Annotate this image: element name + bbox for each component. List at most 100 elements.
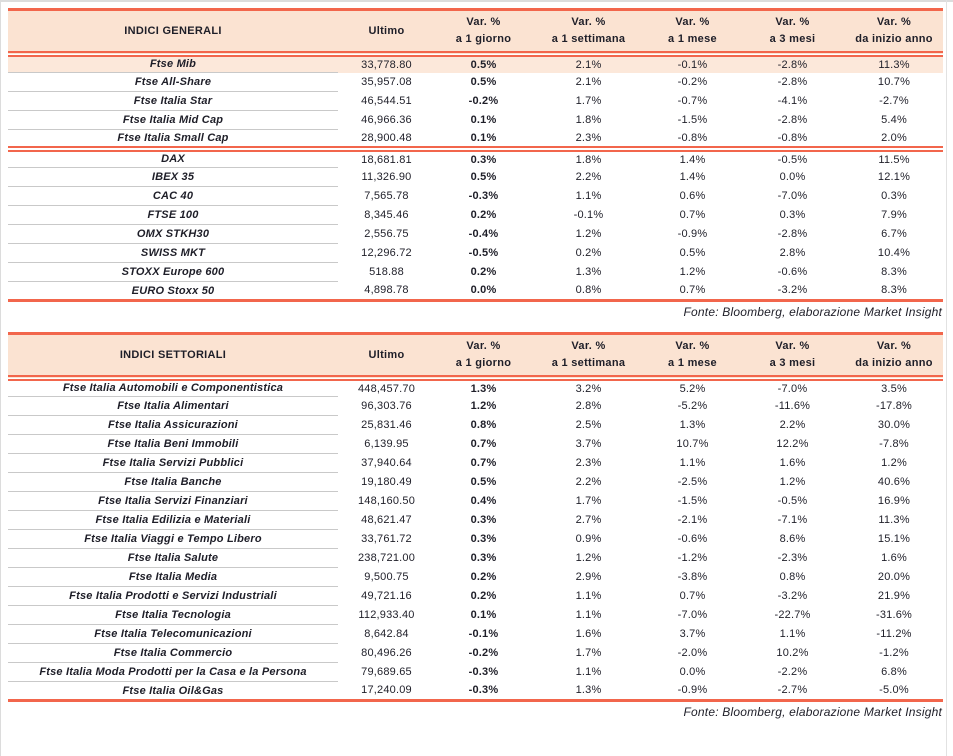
var-value: -1.2% (677, 552, 708, 564)
var-value: 0.7% (679, 284, 706, 297)
var-header-line2: a 1 giorno (455, 32, 512, 45)
var-header-line1: Var. % (876, 15, 912, 28)
var-value: 1.1% (779, 628, 806, 640)
var-value: 2.3% (575, 131, 602, 144)
index-name: Ftse Italia Telecomunicazioni (8, 624, 338, 644)
var-header-line1: Var. % (876, 339, 912, 352)
ultimo-value: 11,326.90 (361, 171, 412, 183)
var-value: -5.0% (879, 684, 909, 697)
ultimo-value: 6,139.95 (364, 438, 409, 450)
var-header-line2: da inizio anno (855, 356, 933, 369)
ultimo-value: 18,681.81 (361, 153, 412, 166)
var-value: 0.1% (470, 114, 497, 126)
var-value: -7.0% (677, 609, 708, 621)
var-value: -0.2% (677, 76, 708, 88)
var-value: -2.8% (777, 228, 808, 240)
var-value: -1.5% (677, 114, 708, 126)
var-value: 3.2% (575, 382, 602, 395)
source-note: Fonte: Bloomberg, elaborazione Market In… (683, 305, 942, 319)
var-value: 0.7% (679, 209, 706, 221)
source-note: Fonte: Bloomberg, elaborazione Market In… (683, 705, 942, 719)
var-value: 7.9% (881, 209, 907, 221)
var-value: 2.5% (575, 419, 602, 431)
ultimo-value: 17,240.09 (361, 684, 412, 697)
ultimo-value: 238,721.00 (357, 552, 416, 564)
index-name: Ftse Italia Assicurazioni (8, 415, 338, 435)
var-value: 1.1% (575, 609, 602, 621)
var-value: -0.8% (777, 131, 808, 144)
table-body-section: Ftse Mib 33,778.80 0.5% 2.1% -0.1% -2.8% 11.3%… (8, 53, 943, 149)
table-row: STOXX Europe 600 518.88 0.2% 1.3% 1.2% -0.6% 8… (8, 262, 943, 282)
ultimo-value: 448,457.70 (357, 382, 416, 395)
var-value: 1.4% (679, 171, 706, 183)
table-header: INDICI SETTORIALI Ultimo Var. % a 1 giorno V… (8, 333, 943, 378)
table-row: Ftse Italia Alimentari 96,303.76 1.2% 2.8% -… (8, 396, 943, 416)
var-value: -2.2% (777, 666, 808, 678)
var-value: 6.7% (881, 228, 907, 240)
var-value: -3.2% (777, 590, 808, 602)
var-column-header: Var. % a 3 mesi (740, 9, 845, 54)
index-name: Ftse Mib (8, 53, 338, 73)
table-body-section: Ftse Italia Automobili e Componentistica… (8, 377, 943, 701)
var-value: 10.4% (877, 247, 911, 259)
var-value: 2.1% (575, 76, 602, 88)
var-value: 1.2% (575, 552, 602, 564)
table-row: Ftse Italia Mid Cap 46,966.36 0.1% 1.8% -1.5… (8, 110, 943, 130)
ultimo-value: 37,940.64 (361, 457, 412, 469)
var-value: 0.2% (470, 266, 497, 278)
var-header-line1: Var. % (775, 15, 810, 28)
var-value: 0.4% (470, 495, 497, 507)
table-title: INDICI GENERALI (8, 9, 338, 54)
ultimo-value: 79,689.65 (361, 666, 412, 678)
var-value: 10.7% (877, 76, 911, 88)
var-header-line1: Var. % (675, 339, 710, 352)
var-value: -0.6% (677, 533, 708, 545)
index-name: Ftse Italia Star (8, 91, 338, 111)
ultimo-value: 35,957.08 (361, 76, 412, 88)
table-section-generali: INDICI GENERALI Ultimo Var. % a 1 giorno Var… (8, 0, 943, 321)
ultimo-value: 7,565.78 (364, 190, 409, 202)
var-value: 0.2% (470, 590, 497, 602)
var-value: -0.3% (468, 684, 499, 697)
index-name: Ftse Italia Viaggi e Tempo Libero (8, 529, 338, 549)
var-value: 0.1% (470, 609, 497, 621)
var-value: 0.7% (679, 590, 706, 602)
header-row: INDICI SETTORIALI Ultimo Var. % a 1 giorno V… (8, 333, 943, 378)
ultimo-value: 48,621.47 (361, 514, 412, 526)
var-value: 1.6% (575, 628, 602, 640)
var-value: -1.5% (677, 495, 708, 507)
table-row: IBEX 35 11,326.90 0.5% 2.2% 1.4% 0.0% 12.1% (8, 167, 943, 187)
var-value: 21.9% (877, 590, 911, 602)
var-value: 1.3% (679, 419, 706, 431)
table-row: OMX STKH30 2,556.75 -0.4% 1.2% -0.9% -2.8% 6.7… (8, 224, 943, 244)
var-value: -0.3% (468, 190, 499, 202)
table-row: EURO Stoxx 50 4,898.78 0.0% 0.8% 0.7% -3.2% 8.… (8, 282, 943, 301)
var-column-header: Var. % a 1 settimana (532, 9, 645, 54)
var-value: -0.1% (645, 53, 740, 73)
var-value: 0.5% (470, 476, 497, 488)
var-value: 0.5% (435, 53, 532, 73)
var-value: -11.6% (774, 400, 811, 412)
var-value: 0.7% (470, 457, 497, 469)
index-name: Ftse Italia Automobili e Componentistica (8, 377, 338, 397)
var-value: 11.3% (878, 514, 910, 526)
var-column-header: Var. % a 1 mese (645, 9, 740, 54)
table-row: Ftse Italia Servizi Pubblici 37,940.64 0.7… (8, 453, 943, 473)
var-value: 1.7% (575, 95, 602, 107)
var-value: -22.7% (774, 609, 811, 621)
var-value: -2.0% (677, 647, 708, 659)
index-name: Ftse Italia Oil&Gas (122, 684, 224, 697)
table-row: Ftse Italia Commercio 80,496.26 -0.2% 1.7% -… (8, 643, 943, 663)
index-name: Ftse Italia Salute (8, 548, 338, 568)
ultimo-column-header: Ultimo (338, 333, 435, 378)
index-name: Ftse Italia Small Cap (117, 131, 229, 144)
var-value: 0.7% (470, 438, 497, 450)
var-value: 0.8% (470, 419, 497, 431)
var-value: 1.1% (575, 666, 602, 678)
var-value: 2.8% (575, 400, 602, 412)
var-value: -2.1% (677, 514, 708, 526)
index-name: DAX (8, 148, 338, 168)
var-value: 15.1% (877, 533, 911, 545)
var-value: 10.2% (776, 647, 809, 659)
var-value: -17.8% (875, 400, 913, 412)
